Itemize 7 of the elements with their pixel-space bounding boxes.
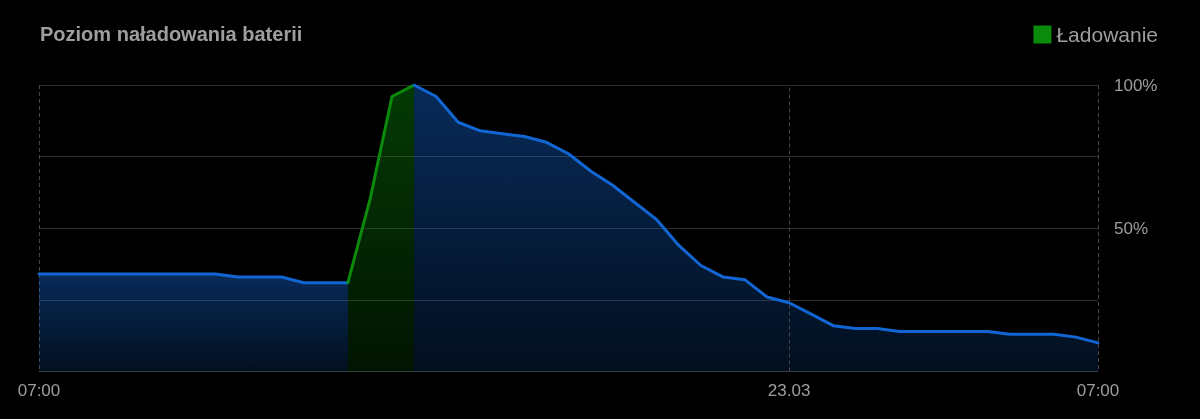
legend-label: Ładowanie — [1056, 23, 1159, 46]
x-tick-label: 07:00 — [17, 380, 61, 400]
y-tick-label: 100% — [1114, 75, 1158, 95]
y-tick-label: 50% — [1114, 218, 1149, 238]
chart-title: Poziom naładowania baterii — [40, 23, 303, 45]
x-tick-label: 07:00 — [1076, 380, 1120, 400]
x-tick-label: 23.03 — [767, 380, 811, 400]
